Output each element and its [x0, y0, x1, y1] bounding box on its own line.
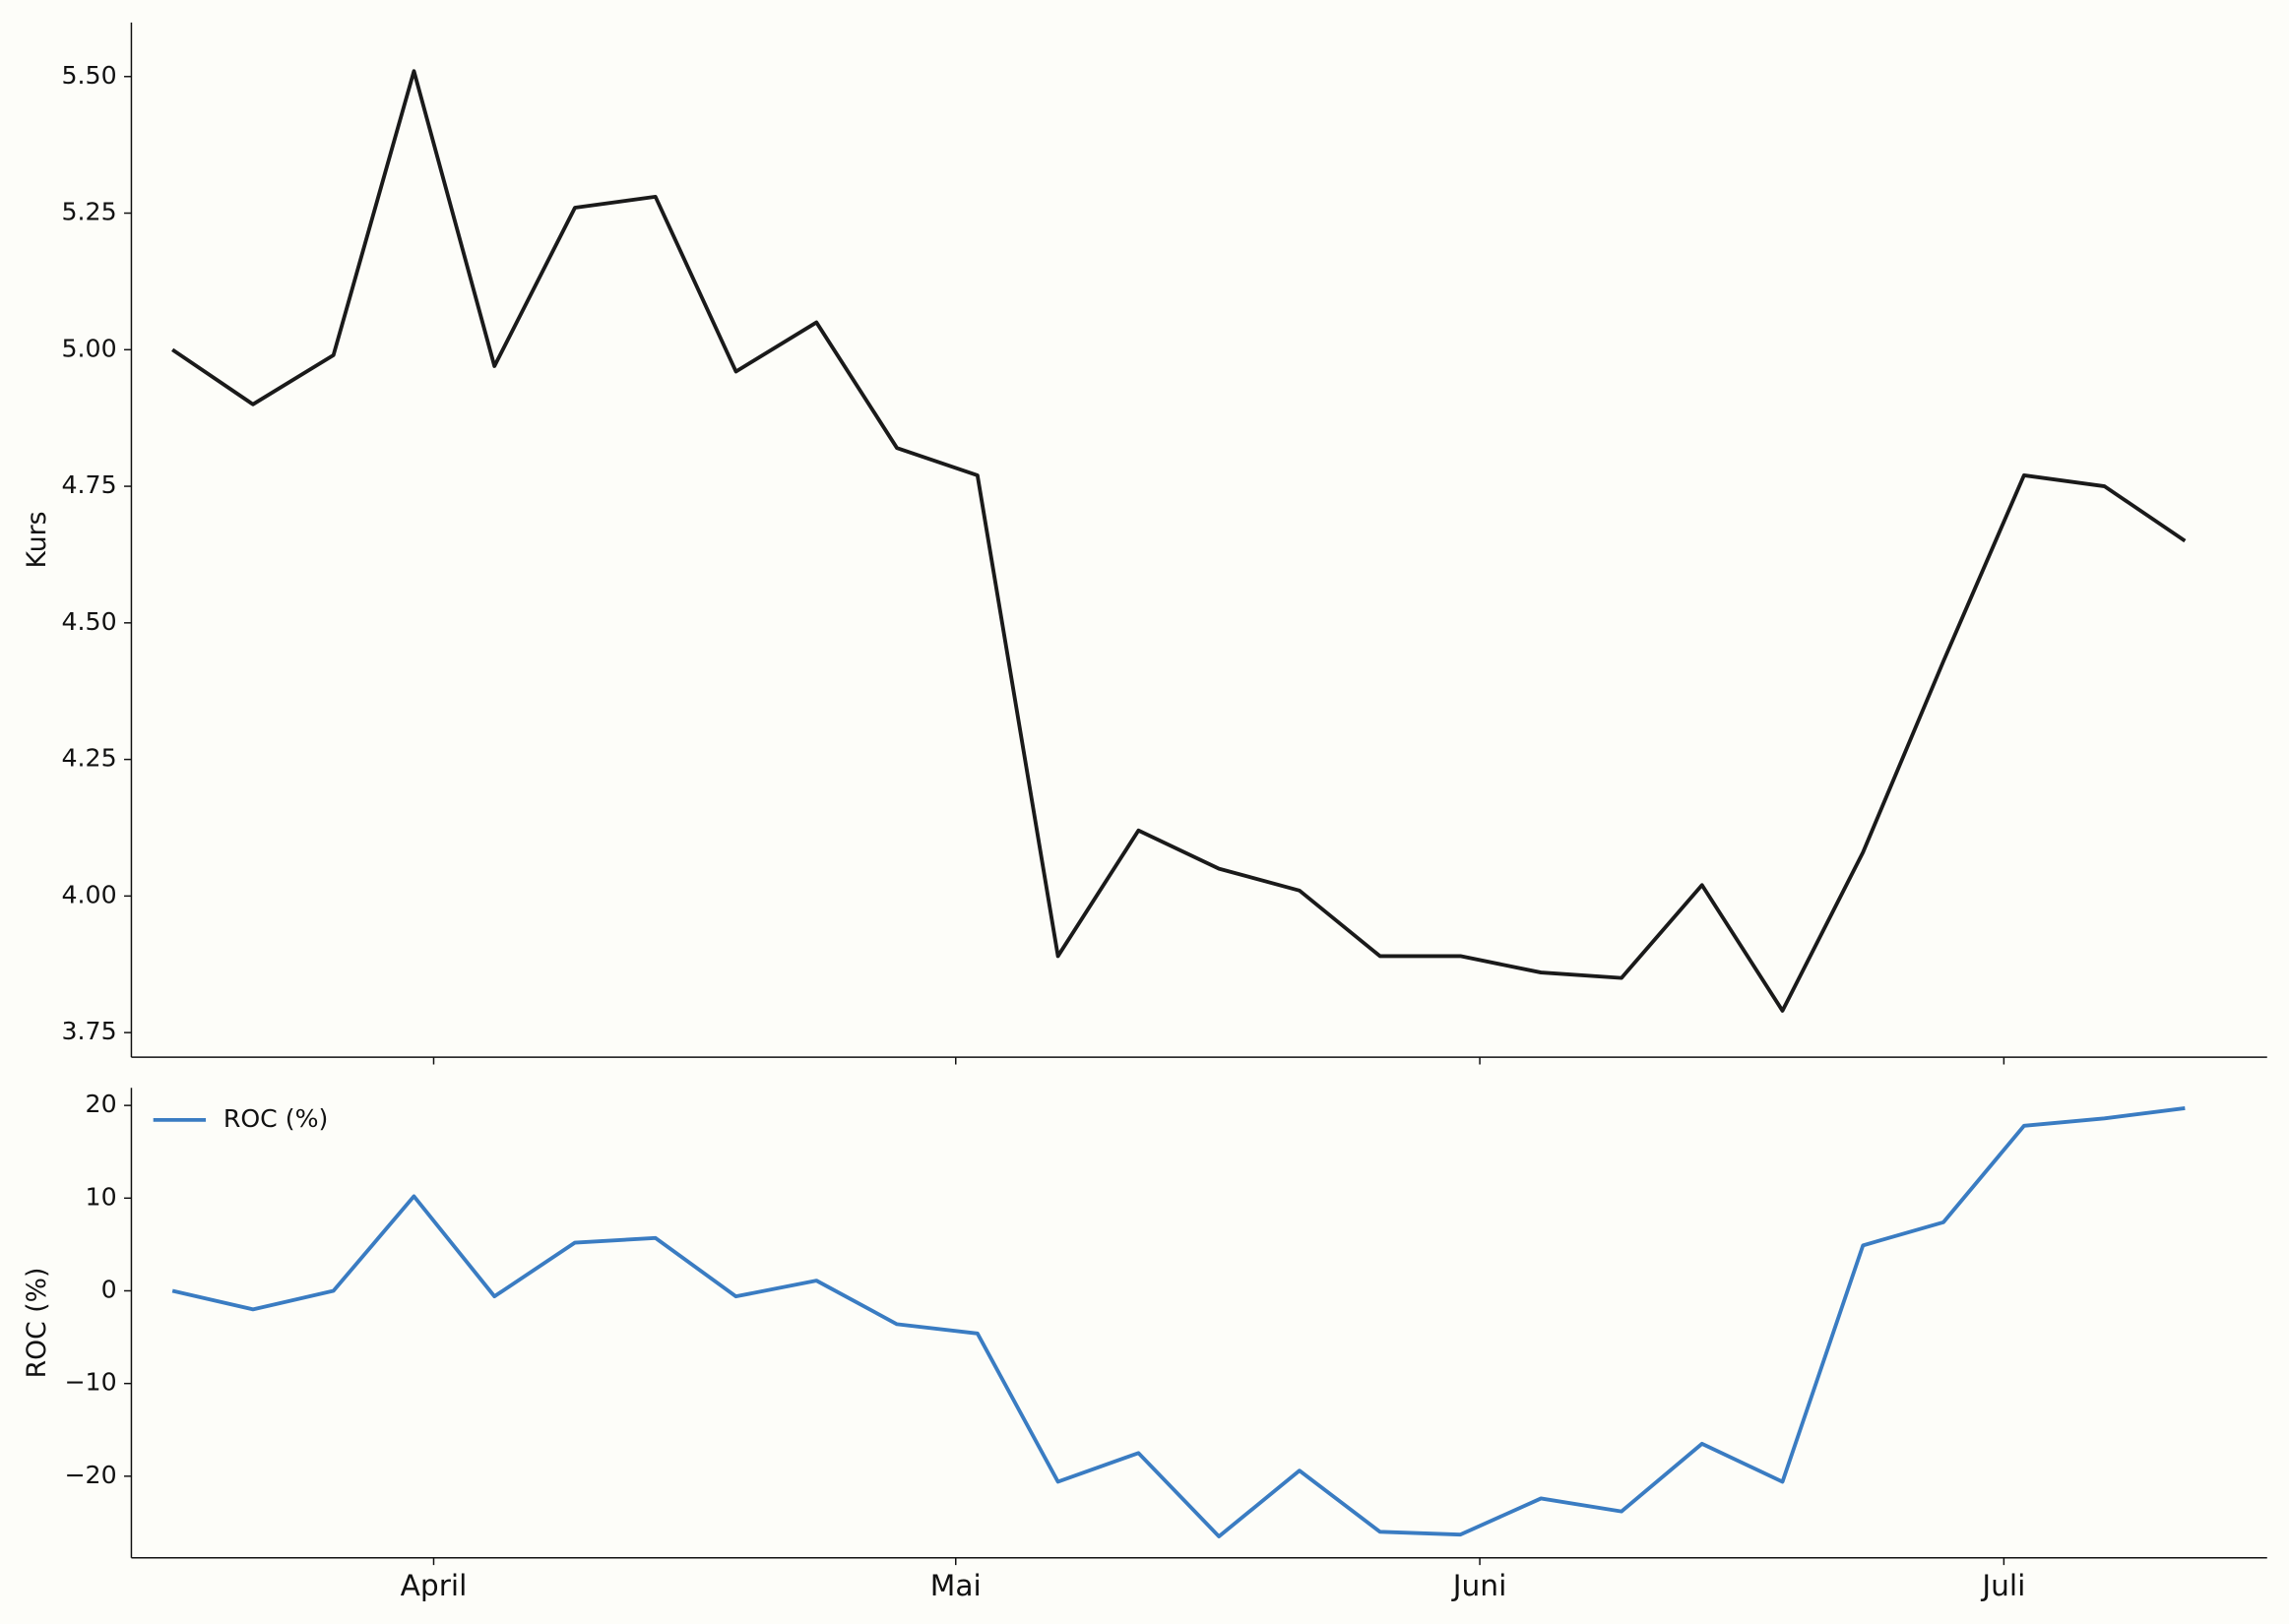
- y-tick-label: 10: [86, 1182, 117, 1211]
- y-tick-label: 5.50: [62, 61, 117, 90]
- y-tick-label: 4.25: [62, 744, 117, 773]
- y-tick-label: 4.50: [62, 607, 117, 636]
- legend-label: ROC (%): [223, 1104, 329, 1133]
- y-tick-label: 5.25: [62, 198, 117, 226]
- y-tick-label: −20: [64, 1461, 116, 1489]
- x-tick-label: April: [401, 1568, 468, 1602]
- line: [171, 1106, 2186, 1538]
- y-axis-label: ROC (%): [22, 1268, 52, 1379]
- x-tick-label: Juni: [1451, 1568, 1507, 1602]
- y-tick-label: −10: [64, 1368, 116, 1397]
- x-tick-label: Mai: [930, 1568, 982, 1602]
- y-axis-label: Kurs: [22, 511, 52, 568]
- y-tick-label: 4.75: [62, 470, 117, 499]
- y-tick-label: 0: [101, 1275, 117, 1303]
- y-tick-label: 20: [86, 1090, 117, 1118]
- y-tick-label: 5.00: [62, 334, 117, 362]
- y-tick-label: 4.00: [62, 880, 117, 908]
- x-tick-label: Juli: [1980, 1568, 2025, 1602]
- y-tick-label: 3.75: [62, 1017, 117, 1045]
- line: [171, 69, 2187, 1013]
